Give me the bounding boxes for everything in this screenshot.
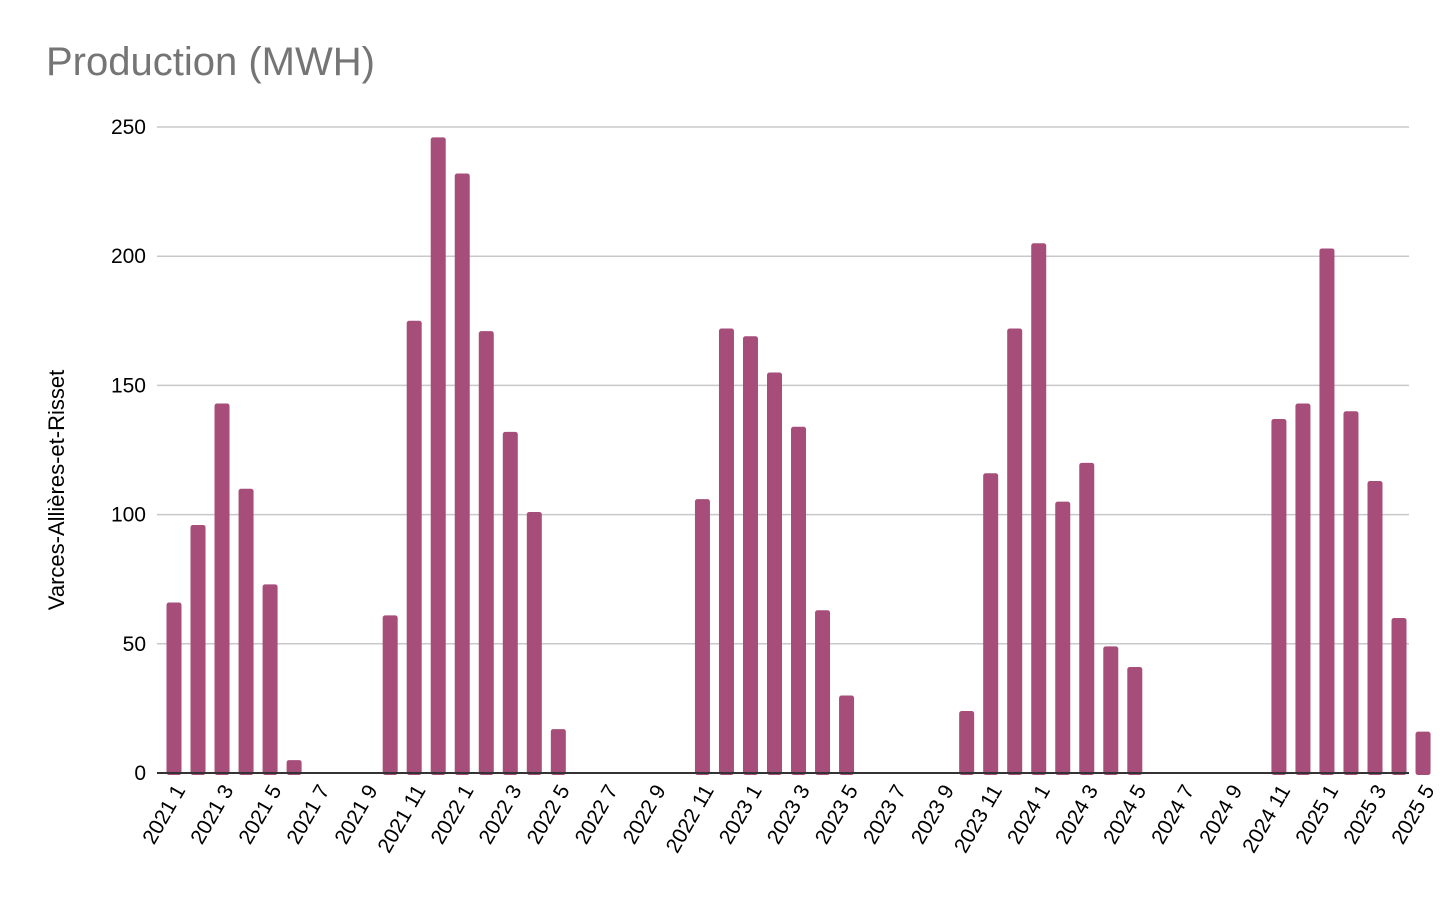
x-tick-label: 2022 5	[523, 781, 575, 848]
bar	[1031, 243, 1047, 775]
bar	[262, 584, 278, 775]
bar	[983, 473, 999, 775]
x-tick-label: 2023 9	[907, 781, 959, 848]
bar	[1079, 462, 1095, 775]
y-tick-label: 0	[134, 762, 146, 785]
bar	[454, 173, 470, 775]
bar	[1103, 646, 1119, 775]
bar	[1007, 328, 1023, 775]
x-tick-label: 2021 7	[282, 781, 334, 848]
x-tick-label: 2023 1	[715, 781, 767, 848]
bar	[286, 760, 302, 775]
x-tick-label: 2022 9	[619, 781, 671, 848]
y-tick-label: 200	[111, 245, 146, 268]
x-tick-label: 2021 3	[186, 781, 238, 848]
bar	[550, 729, 566, 775]
x-tick-label: 2022 7	[571, 781, 623, 848]
y-tick-label: 100	[111, 504, 146, 527]
bars	[166, 137, 1431, 776]
bar	[694, 499, 710, 775]
bar	[1343, 411, 1359, 775]
x-tick-label: 2024 7	[1147, 781, 1199, 848]
bar	[1319, 248, 1335, 775]
y-tick-labels: 0 50 100 150 200 250	[111, 116, 146, 785]
x-tick-label: 2021 9	[330, 781, 382, 848]
bar	[1367, 481, 1383, 775]
x-tick-label: 2022 1	[427, 781, 479, 848]
bar	[718, 328, 734, 775]
x-tick-label: 2021 5	[234, 781, 286, 848]
bar	[1271, 418, 1287, 775]
bar	[214, 403, 230, 775]
bar	[1415, 731, 1431, 775]
bar	[1295, 403, 1311, 775]
chart-title: Production (MWH)	[46, 40, 375, 84]
y-tick-label: 150	[111, 374, 146, 397]
x-tick-label: 2021 1	[138, 781, 190, 848]
bar	[767, 372, 782, 775]
x-tick-label: 2023 7	[859, 781, 911, 848]
x-tick-label: 2022 3	[475, 781, 527, 848]
bar	[502, 431, 518, 775]
x-tick-label: 2024 9	[1195, 781, 1247, 848]
bar	[166, 602, 182, 775]
x-tick-label: 2024 5	[1099, 781, 1151, 848]
x-tick-label: 2025 1	[1291, 781, 1343, 848]
bar	[190, 524, 206, 775]
y-tick-label: 50	[123, 633, 146, 656]
gridlines	[157, 126, 1409, 645]
bar	[1055, 501, 1071, 775]
x-tick-label: 2023 5	[811, 781, 863, 848]
bar	[382, 615, 398, 775]
bar	[791, 426, 807, 775]
bar	[406, 320, 422, 775]
bar	[1127, 667, 1143, 775]
bar	[430, 137, 446, 776]
x-tick-label: 2025 5	[1387, 781, 1439, 848]
bar	[839, 695, 855, 775]
x-tick-label: 2025 3	[1339, 781, 1391, 848]
bar	[959, 710, 975, 775]
x-tick-label: 2024 3	[1051, 781, 1103, 848]
y-tick-label: 250	[111, 116, 146, 139]
bar	[526, 512, 542, 775]
x-tick-label: 2023 3	[763, 781, 815, 848]
x-tick-label: 2024 1	[1003, 781, 1055, 848]
bar	[478, 331, 494, 775]
bar	[238, 488, 254, 775]
bar	[742, 336, 758, 775]
bar	[1391, 617, 1407, 775]
bar	[815, 610, 831, 775]
